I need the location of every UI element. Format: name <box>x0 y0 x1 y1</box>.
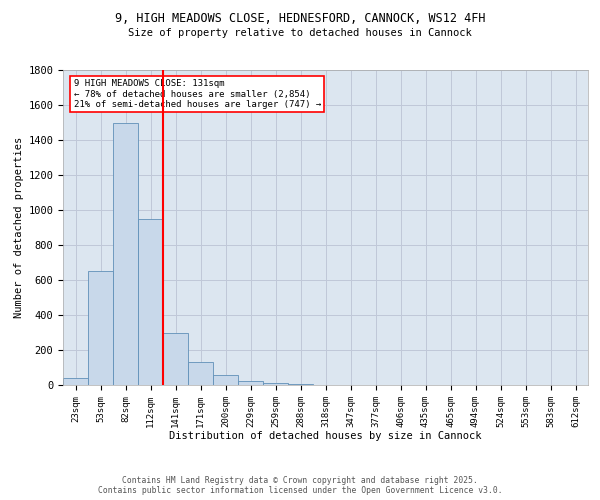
Text: 9, HIGH MEADOWS CLOSE, HEDNESFORD, CANNOCK, WS12 4FH: 9, HIGH MEADOWS CLOSE, HEDNESFORD, CANNO… <box>115 12 485 26</box>
Text: Contains HM Land Registry data © Crown copyright and database right 2025.
Contai: Contains HM Land Registry data © Crown c… <box>98 476 502 495</box>
Bar <box>213 374 238 385</box>
Bar <box>138 219 163 385</box>
Bar <box>163 334 188 385</box>
Bar <box>88 271 113 385</box>
Text: Size of property relative to detached houses in Cannock: Size of property relative to detached ho… <box>128 28 472 38</box>
Y-axis label: Number of detached properties: Number of detached properties <box>14 137 24 318</box>
Bar <box>288 384 313 385</box>
Bar <box>63 378 88 385</box>
Bar <box>113 122 138 385</box>
Bar <box>263 383 288 385</box>
X-axis label: Distribution of detached houses by size in Cannock: Distribution of detached houses by size … <box>169 431 482 441</box>
Bar <box>188 362 213 385</box>
Text: 9 HIGH MEADOWS CLOSE: 131sqm
← 78% of detached houses are smaller (2,854)
21% of: 9 HIGH MEADOWS CLOSE: 131sqm ← 78% of de… <box>74 80 321 110</box>
Bar <box>238 380 263 385</box>
